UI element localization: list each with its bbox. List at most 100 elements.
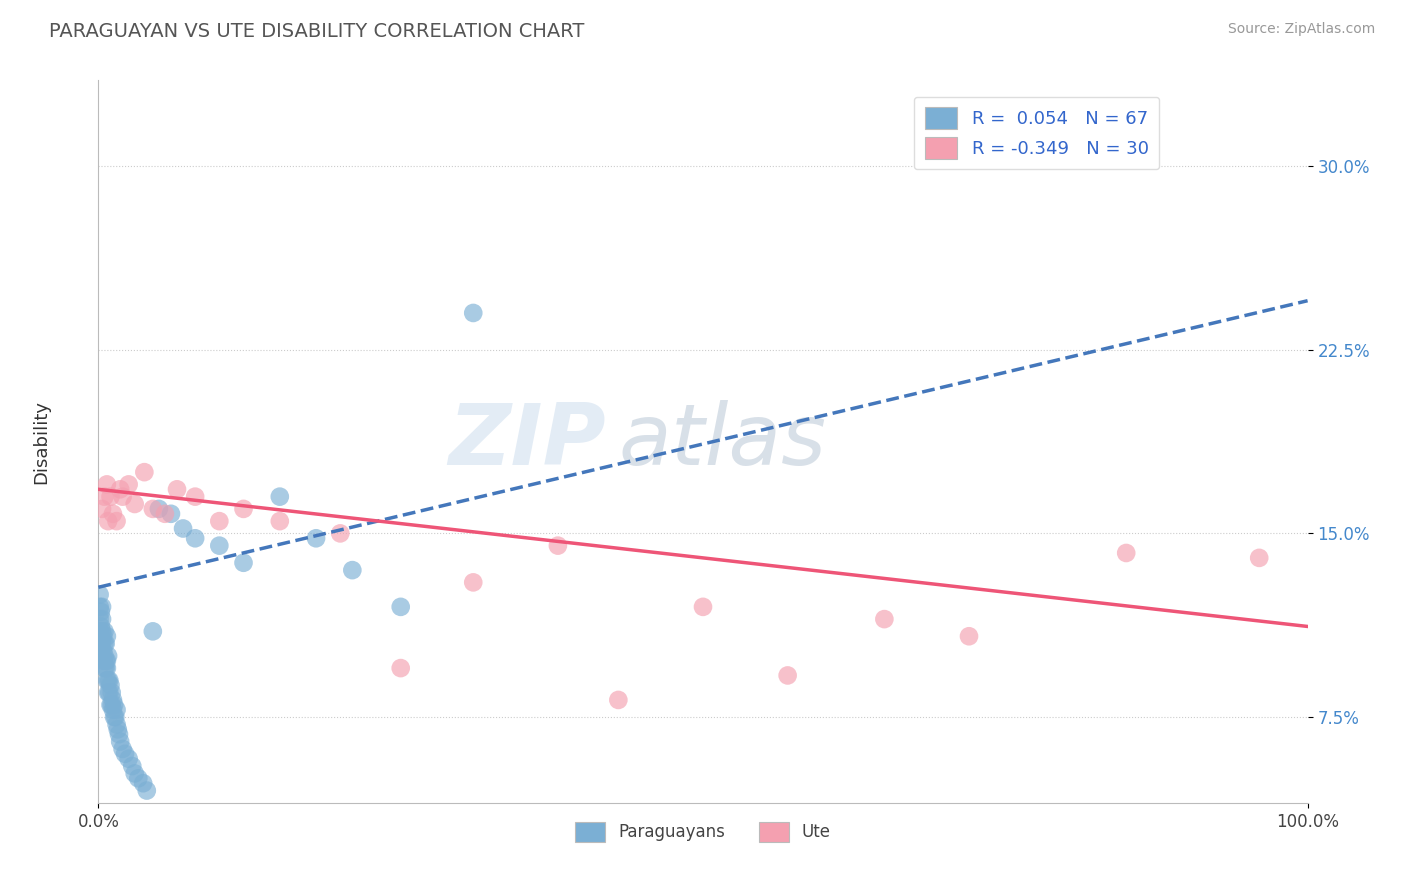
Point bbox=[101, 507, 124, 521]
Point bbox=[873, 612, 896, 626]
Point bbox=[100, 698, 122, 712]
Point bbox=[90, 605, 112, 619]
Point bbox=[184, 531, 207, 545]
Point bbox=[90, 629, 112, 643]
Point bbox=[108, 483, 131, 497]
Point bbox=[692, 599, 714, 614]
Point bbox=[90, 619, 112, 633]
Point bbox=[93, 661, 115, 675]
Point bbox=[91, 648, 114, 663]
Point bbox=[100, 698, 122, 712]
Point bbox=[93, 490, 115, 504]
Point bbox=[90, 637, 112, 651]
Point bbox=[547, 539, 569, 553]
Point bbox=[121, 759, 143, 773]
Point bbox=[342, 563, 364, 577]
Point bbox=[166, 483, 188, 497]
Point bbox=[91, 624, 114, 639]
Point bbox=[329, 526, 352, 541]
Point bbox=[172, 521, 194, 535]
Point bbox=[101, 703, 124, 717]
Point bbox=[98, 685, 121, 699]
Point bbox=[776, 668, 799, 682]
Point bbox=[127, 772, 149, 786]
Point bbox=[463, 306, 485, 320]
Point bbox=[91, 637, 114, 651]
Point bbox=[232, 556, 254, 570]
Point bbox=[107, 723, 129, 737]
Point bbox=[135, 783, 157, 797]
Point bbox=[148, 502, 170, 516]
Point bbox=[100, 490, 122, 504]
Point bbox=[269, 514, 291, 528]
Point bbox=[105, 703, 128, 717]
Point bbox=[91, 599, 114, 614]
Text: Source: ZipAtlas.com: Source: ZipAtlas.com bbox=[1227, 22, 1375, 37]
Point bbox=[389, 661, 412, 675]
Point bbox=[103, 710, 125, 724]
Point bbox=[124, 766, 146, 780]
Point bbox=[232, 502, 254, 516]
Text: ZIP: ZIP bbox=[449, 400, 606, 483]
Point bbox=[104, 710, 127, 724]
Point bbox=[142, 624, 165, 639]
Point bbox=[89, 637, 111, 651]
Point bbox=[94, 661, 117, 675]
Text: atlas: atlas bbox=[619, 400, 827, 483]
Point bbox=[97, 514, 120, 528]
Point bbox=[101, 693, 124, 707]
Point bbox=[111, 742, 134, 756]
Point bbox=[89, 588, 111, 602]
Point bbox=[132, 776, 155, 790]
Point bbox=[184, 490, 207, 504]
Point bbox=[97, 685, 120, 699]
Point bbox=[111, 490, 134, 504]
Point bbox=[93, 637, 115, 651]
Point bbox=[957, 629, 980, 643]
Point bbox=[153, 507, 176, 521]
Point bbox=[97, 673, 120, 688]
Point bbox=[142, 502, 165, 516]
Point bbox=[269, 490, 291, 504]
Point bbox=[93, 624, 115, 639]
Point bbox=[114, 747, 136, 761]
Point bbox=[160, 507, 183, 521]
Point bbox=[463, 575, 485, 590]
Point bbox=[94, 654, 117, 668]
Point bbox=[96, 477, 118, 491]
Text: PARAGUAYAN VS UTE DISABILITY CORRELATION CHART: PARAGUAYAN VS UTE DISABILITY CORRELATION… bbox=[49, 22, 585, 41]
Point bbox=[100, 678, 122, 692]
Point bbox=[96, 629, 118, 643]
Point bbox=[96, 673, 118, 688]
Point bbox=[208, 514, 231, 528]
Point bbox=[93, 648, 115, 663]
Point bbox=[89, 599, 111, 614]
Point bbox=[118, 477, 141, 491]
Point bbox=[91, 612, 114, 626]
Point bbox=[89, 624, 111, 639]
Point bbox=[91, 644, 114, 658]
Point bbox=[91, 654, 114, 668]
Point bbox=[100, 685, 122, 699]
Point bbox=[305, 531, 328, 545]
Point bbox=[91, 502, 114, 516]
Point bbox=[208, 539, 231, 553]
Y-axis label: Disability: Disability bbox=[32, 400, 49, 483]
Point bbox=[94, 637, 117, 651]
Point bbox=[1115, 546, 1137, 560]
Point bbox=[108, 727, 131, 741]
Point bbox=[105, 514, 128, 528]
Point bbox=[91, 629, 114, 643]
Point bbox=[607, 693, 630, 707]
Point bbox=[98, 673, 121, 688]
Point bbox=[103, 698, 125, 712]
Point bbox=[96, 654, 118, 668]
Point bbox=[1249, 550, 1271, 565]
Point bbox=[118, 752, 141, 766]
Point bbox=[134, 465, 156, 479]
Point bbox=[389, 599, 412, 614]
Point bbox=[108, 734, 131, 748]
Point bbox=[97, 648, 120, 663]
Legend: Paraguayans, Ute: Paraguayans, Ute bbox=[568, 815, 838, 848]
Point bbox=[96, 661, 118, 675]
